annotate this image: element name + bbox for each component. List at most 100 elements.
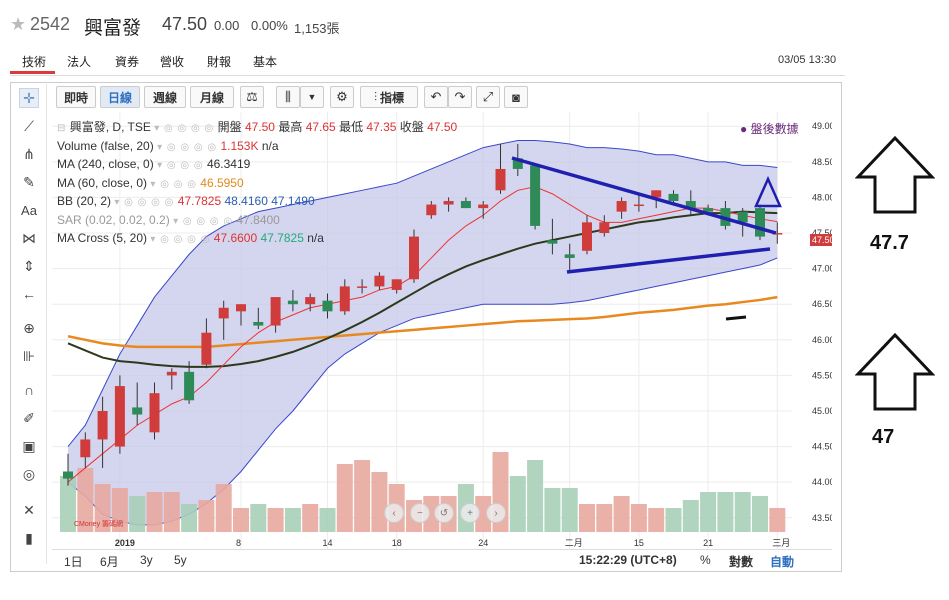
legend-settings-icon[interactable]: ▾ ◎ ◎ ◎ ◎: [154, 123, 215, 134]
interval-intraday-button[interactable]: 即時: [56, 86, 96, 108]
favorite-star-icon[interactable]: ★: [10, 14, 27, 34]
brush-icon[interactable]: ✎: [23, 173, 35, 190]
y-tick-label: 47.00: [812, 264, 832, 274]
chevron-down-icon[interactable]: ▼: [300, 86, 324, 108]
indicators-icon: ⫶: [373, 89, 377, 104]
candle: [287, 289, 298, 312]
x-tick-label: 2019: [115, 538, 135, 548]
zoom-in-icon[interactable]: ⊕: [23, 319, 35, 336]
tab-financials[interactable]: 財報: [207, 55, 232, 69]
annotation-upper-value: 47.7: [870, 232, 909, 254]
candle: [582, 215, 592, 255]
volume-bar: [423, 496, 440, 532]
chart-frame: [10, 82, 842, 572]
tab-margin[interactable]: 資券: [115, 55, 140, 69]
candle: [772, 222, 783, 244]
magnet-icon[interactable]: ∩: [23, 382, 35, 398]
y-tick-label: 47.50: [812, 228, 832, 238]
eye-hide-icon[interactable]: ◎: [22, 465, 36, 482]
legend-open: 47.50: [244, 120, 275, 134]
lock-icon[interactable]: ▣: [22, 437, 36, 454]
tools-icon[interactable]: ✕: [23, 501, 35, 518]
volume-bar: [475, 496, 492, 532]
volume-bar: [613, 496, 630, 532]
data-datetime: 03/05 13:30: [778, 54, 837, 66]
reset-view-icon[interactable]: ↺: [434, 503, 454, 523]
redo-icon[interactable]: ↷: [448, 86, 472, 108]
period-3y[interactable]: 3y: [140, 553, 153, 567]
indicators-button[interactable]: ⫶ 指標: [360, 86, 418, 108]
y-tick-label: 45.00: [812, 406, 832, 416]
scroll-right-icon[interactable]: ›: [486, 503, 506, 523]
tab-institutional[interactable]: 法人: [67, 55, 92, 69]
bollinger-upper-line: [67, 139, 778, 447]
period-5y[interactable]: 5y: [174, 553, 187, 567]
x-tick-label: 24: [478, 538, 488, 548]
candle-style-icon[interactable]: ⫼: [276, 86, 300, 108]
x-tick-label: 二月: [565, 538, 583, 548]
period-6m[interactable]: 6月: [100, 555, 119, 569]
interval-monthly-button[interactable]: 月線: [190, 86, 234, 108]
clock-readout: 15:22:29 (UTC+8): [579, 553, 677, 567]
volume-bar: [769, 508, 786, 532]
measure-icon[interactable]: ⇕: [23, 257, 35, 274]
volume-bar: [734, 492, 751, 532]
y-tick-label: 43.50: [812, 513, 832, 523]
text-tool-icon[interactable]: Aa: [21, 202, 37, 218]
period-1d[interactable]: 1日: [64, 555, 83, 569]
trash-icon[interactable]: ▮: [25, 529, 33, 546]
trendline-upper: [511, 156, 777, 235]
legend-ma60-row: MA (60, close, 0) ▾ ◎ ◎ ◎ 46.5950: [57, 175, 244, 190]
dash-annotation: [725, 315, 747, 321]
ruler-icon[interactable]: ⊪: [22, 347, 36, 364]
interval-weekly-button[interactable]: 週線: [144, 86, 186, 108]
candle: [305, 293, 316, 312]
candle: [599, 215, 610, 237]
candle: [755, 204, 765, 241]
fullscreen-icon[interactable]: ⤢: [476, 86, 500, 108]
candle: [443, 197, 454, 212]
volume-bar: [630, 504, 647, 532]
tab-revenue[interactable]: 營收: [160, 55, 185, 69]
arrow-left-icon[interactable]: ←: [22, 286, 36, 302]
volume-bar: [215, 484, 232, 532]
zoom-out-icon[interactable]: −: [410, 503, 430, 523]
candle: [530, 165, 541, 230]
legend-volume-row: Volume (false, 20) ▾ ◎ ◎ ◎ ◎ 1.153K n/a: [57, 138, 279, 153]
compare-icon[interactable]: ⚖: [240, 86, 264, 108]
volume-bar: [198, 500, 215, 532]
pencil-lock-icon[interactable]: ✐: [23, 409, 35, 426]
legend-main-row: ⊟ 興富發, D, TSE ▾ ◎ ◎ ◎ ◎ 開盤 47.50 最高 47.6…: [57, 120, 458, 134]
tab-technical[interactable]: 技術: [22, 55, 47, 69]
x-tick-label: 14: [323, 538, 333, 548]
watermark-logo: CMoney 籌碼網: [74, 519, 123, 528]
legend-low: 47.35: [366, 120, 397, 134]
last-price-label: 47.50: [812, 235, 832, 245]
zoom-in-small-icon[interactable]: +: [460, 503, 480, 523]
volume-bar: [665, 508, 682, 532]
ma60-line: [67, 295, 778, 349]
stock-name: 興富發: [84, 18, 142, 39]
trendline-icon[interactable]: ⟋: [24, 117, 34, 134]
tab-basic[interactable]: 基本: [253, 55, 278, 69]
legend-high: 47.65: [305, 120, 336, 134]
price-chart[interactable]: 49.00 48.50 48.00 47.50 47.00 46.50 46.00 45.50…: [52, 112, 832, 549]
percent-toggle[interactable]: %: [700, 553, 711, 567]
active-tab-indicator: [10, 71, 55, 74]
pitchfork-icon[interactable]: ⋔: [23, 145, 35, 162]
auto-scale-toggle[interactable]: 自動: [770, 555, 795, 569]
y-tick-label: 46.00: [812, 335, 832, 345]
pattern-icon[interactable]: ⋈: [22, 229, 36, 246]
interval-daily-button[interactable]: 日線: [100, 86, 140, 108]
crosshair-icon[interactable]: ✛: [19, 88, 39, 108]
camera-icon[interactable]: ◙: [504, 86, 528, 108]
candle: [547, 218, 558, 255]
after-hours-link[interactable]: ● 盤後數據: [740, 122, 799, 136]
settings-gear-icon[interactable]: ⚙: [330, 86, 354, 108]
volume-bar: [94, 484, 111, 532]
scroll-left-icon[interactable]: ‹: [384, 503, 404, 523]
candle: [63, 453, 73, 486]
log-scale-toggle[interactable]: 對數: [729, 555, 754, 569]
candle: [495, 144, 506, 194]
undo-icon[interactable]: ↶: [424, 86, 448, 108]
